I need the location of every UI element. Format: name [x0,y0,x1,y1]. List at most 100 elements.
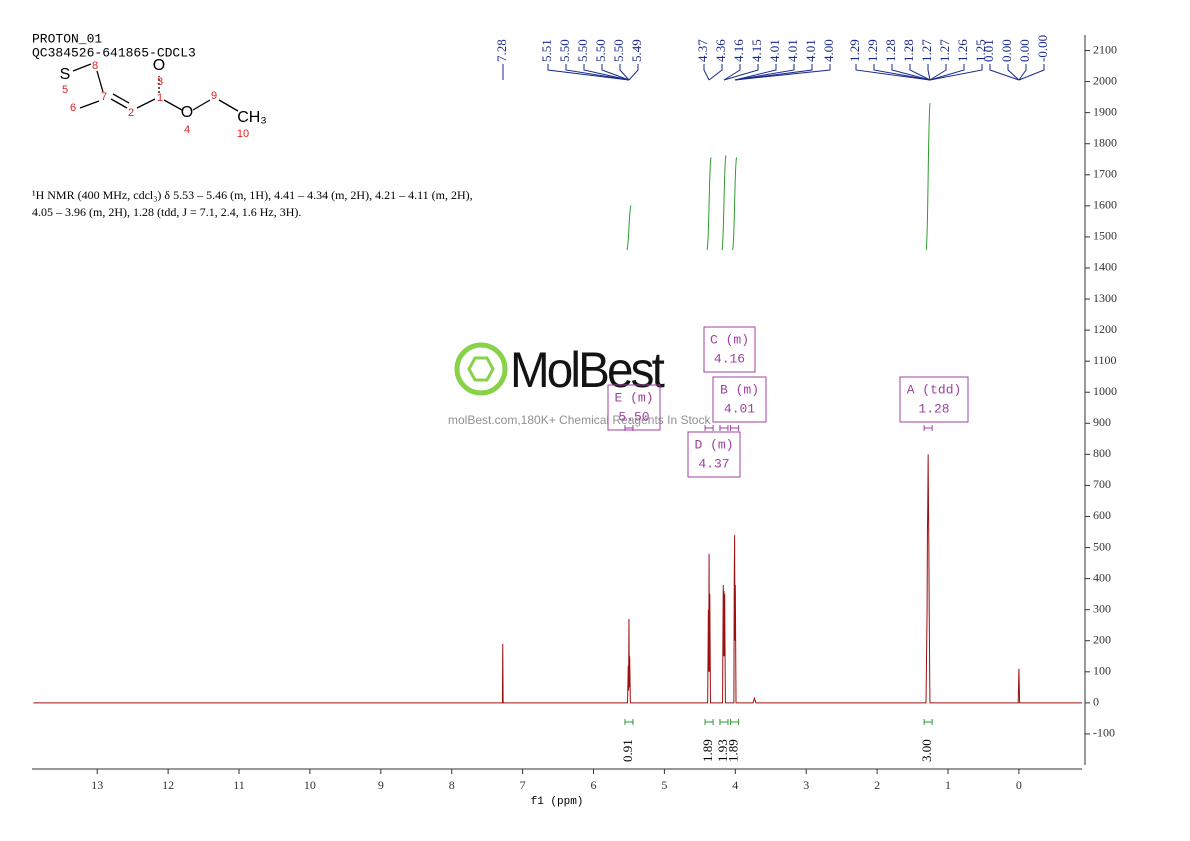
atom-label: O [181,104,193,121]
peak-pointer [708,64,723,81]
peak-pointer [891,64,931,81]
peak-label: 1.27 [937,39,952,62]
peak-pointer [873,64,931,81]
x-tick-label: 12 [162,778,174,792]
atom-label: 3 [157,76,163,88]
multiplet-marker [719,425,729,431]
peak-pointer [855,64,931,81]
x-tick-label: 7 [520,778,526,792]
x-tick-label: 13 [91,778,103,792]
bond [136,98,156,109]
peak-label: 1.28 [901,39,916,62]
peak-pointer [1007,64,1020,81]
peak-label: 0.00 [999,39,1014,62]
chart-subtitle: QC384526-641865-CDCL3 [32,45,196,60]
peak-label: 4.01 [803,39,818,62]
atom-label: O [153,57,165,74]
x-tick-label: 0 [1016,778,1022,792]
bond [163,99,183,111]
y-tick-label: 300 [1093,601,1111,615]
y-tick-label: 600 [1093,508,1111,522]
peak-label: 1.28 [883,39,898,62]
peak-label: 4.37 [695,39,710,62]
atom-label: 5 [62,84,68,96]
peak-pointer [619,64,630,81]
y-tick-label: 1600 [1093,198,1117,212]
y-tick-label: 1500 [1093,229,1117,243]
multiplet-name: C (m) [710,332,749,347]
integral-label: 1.93 [715,739,730,762]
peak-label: 4.16 [731,39,746,62]
peak-pointer [723,64,741,81]
integral-curve [732,157,738,251]
y-tick-label: 800 [1093,446,1111,460]
integral-curve [925,102,931,251]
multiplet-shift: 4.37 [698,456,729,471]
peak-pointer [927,64,931,81]
y-tick-label: 1200 [1093,322,1117,336]
description: 4.05 – 3.96 (m, 2H), 1.28 (tdd, J = 7.1,… [32,205,301,219]
peak-pointer [1018,64,1045,81]
y-tick-label: 1400 [1093,260,1117,274]
tagline: molBest.com,180K+ Chemical Reagents In S… [448,413,711,427]
y-tick-label: 0 [1093,695,1099,709]
x-tick-label: 11 [233,778,245,792]
peak-label: 5.50 [593,39,608,62]
y-tick-label: 1100 [1093,353,1117,367]
integral-bracket [923,719,933,725]
peak-pointer [565,64,630,81]
peak-pointer [547,64,630,81]
atom-label: 2 [128,107,134,119]
peak-pointer [989,64,1020,81]
watermark: MolBest molBest.com,180K+ Chemical Reagen… [448,342,711,427]
peak-pointer [1018,64,1027,81]
y-tick-label: 1000 [1093,384,1117,398]
multiplet-marker [704,425,714,431]
y-tick-label: 400 [1093,570,1111,584]
structure [72,63,239,112]
x-tick-label: 4 [732,778,738,792]
integral-label: 1.89 [726,739,741,762]
peak-label: 0.01 [981,39,996,62]
bond [218,99,239,112]
description: ¹H NMR (400 MHz, cdcl₃) δ 5.53 – 5.46 (m… [32,188,473,202]
peak-label: 4.01 [767,39,782,62]
multiplet-box [899,376,969,423]
peak-pointer [734,64,813,81]
peak-label: 1.29 [847,39,862,62]
peak-label: 5.50 [557,39,572,62]
atom-label: 1 [157,92,163,104]
multiplet-name: D (m) [694,437,733,452]
peak-label: 1.25 [973,39,988,62]
peak-label: 4.36 [713,39,728,62]
integral-bracket [704,719,714,725]
y-tick-label: 1900 [1093,104,1117,118]
atom-label: 7 [101,91,107,103]
peak-label: 4.15 [749,39,764,62]
peak-label: 1.26 [955,39,970,62]
multiplet-shift: 4.16 [714,351,745,366]
atom-label: 8 [92,60,98,72]
multiplet-shift: 4.01 [724,401,755,416]
x-tick-label: 9 [378,778,384,792]
multiplet-marker [923,425,933,431]
y-tick-label: 2100 [1093,42,1117,56]
y-tick-label: 700 [1093,477,1111,491]
peak-pointer [723,64,759,81]
atom-label: 4 [184,124,190,136]
atom-label: CH₃ [237,109,267,126]
bond [110,98,128,109]
peak-label: 7.28 [494,39,509,62]
multiplet-marker [624,425,634,431]
x-axis-label: f1 (ppm) [531,796,584,808]
y-tick-label: 200 [1093,632,1111,646]
peak-pointer [734,64,831,81]
peak-pointer [734,64,795,81]
bond [79,100,100,109]
x-tick-label: 10 [304,778,316,792]
peak-label: 0.00 [1017,39,1032,62]
multiplet-shift: 5.50 [618,409,649,424]
peak-label: 4.01 [785,39,800,62]
